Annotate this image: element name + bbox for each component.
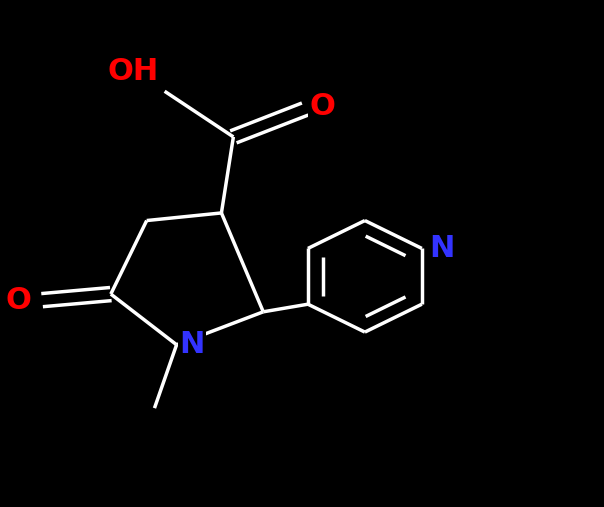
Text: O: O	[5, 285, 31, 315]
Text: N: N	[429, 234, 454, 263]
Text: OH: OH	[108, 57, 159, 86]
Text: N: N	[179, 330, 205, 359]
Text: O: O	[310, 92, 336, 121]
